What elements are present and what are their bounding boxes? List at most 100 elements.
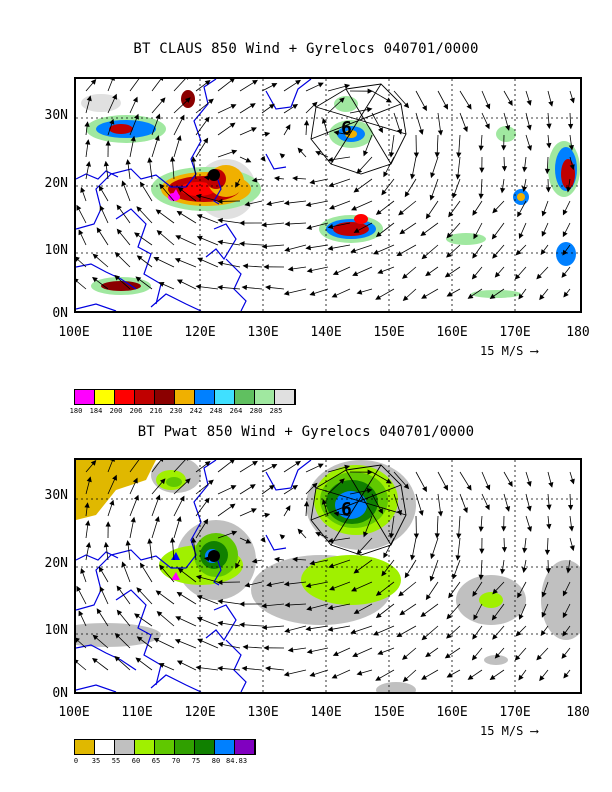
wind-vector-head <box>366 107 373 113</box>
wind-vector-head <box>515 630 522 637</box>
wind-vector-head <box>109 499 115 506</box>
wind-vector-head <box>92 276 98 283</box>
wind-vector-head <box>114 274 121 281</box>
wind-vector-head <box>421 293 428 299</box>
wind-vector-head <box>541 591 547 598</box>
wind-vector-head <box>279 153 286 159</box>
wind-vector-head <box>321 498 327 505</box>
wind-vector-head <box>545 568 551 574</box>
wind-vector-head <box>526 480 532 487</box>
wind-vector-head <box>217 217 223 224</box>
wind-vector <box>129 79 140 92</box>
wind-vector-head <box>505 506 511 512</box>
wind-vector-head <box>154 135 160 141</box>
panel1-map-svg: 6 <box>76 79 580 311</box>
wind-vector-head <box>333 130 340 136</box>
panel1-xlabel: 180 <box>566 325 590 340</box>
wind-vector-head <box>159 183 165 190</box>
wind-vector-head <box>331 292 338 298</box>
wind-vector-head <box>421 634 428 641</box>
wind-vector-head <box>446 252 452 258</box>
panel2-ylabel-10n: 10N <box>44 623 68 638</box>
wind-vector-head <box>134 494 139 501</box>
wind-vector-head <box>478 574 484 581</box>
wind-vector-head <box>241 284 248 291</box>
colorbar-swatch <box>135 390 155 404</box>
wind-vector-head <box>566 186 572 193</box>
wind-vector-head <box>261 243 268 249</box>
wind-vector-head <box>353 187 360 193</box>
wind-vector-head <box>245 157 252 163</box>
wind-vector-head <box>136 587 142 593</box>
wind-vector-head <box>448 211 454 218</box>
wind-vector-head <box>204 461 211 467</box>
colorbar-tick-label: 80 <box>211 757 221 765</box>
wind-vector-head <box>203 518 209 525</box>
wind-vector-head <box>425 270 432 277</box>
wind-vector-head <box>285 505 291 512</box>
wind-vector-head <box>522 547 528 554</box>
colorbar-swatch <box>235 390 255 404</box>
wind-vector-head <box>501 526 507 532</box>
wind-vector-head <box>169 537 176 543</box>
wind-vector-head <box>327 156 334 163</box>
wind-vector-head <box>402 676 409 682</box>
colorbar-tick-label: 285 <box>269 407 283 415</box>
wind-vector-head <box>396 128 403 135</box>
wind-vector-head <box>169 156 176 162</box>
wind-vector-head <box>112 93 117 100</box>
wind-vector-head <box>103 160 109 167</box>
panel1-ylabel-30n: 30N <box>44 108 68 123</box>
wind-vector-head <box>353 609 360 614</box>
wind-vector-head <box>456 152 462 158</box>
wind-vector-head <box>155 113 161 120</box>
wind-vector-head <box>284 627 291 633</box>
wind-vector-head <box>356 289 363 295</box>
colorbar-swatch <box>175 740 195 754</box>
wind-vector-head <box>153 638 160 643</box>
wind-vector-head <box>251 558 258 564</box>
wind-vector-head <box>265 665 271 672</box>
wind-vector-head <box>402 273 408 279</box>
wind-vector-head <box>471 654 478 661</box>
wind-vector-head <box>403 483 410 490</box>
wind-vector-head <box>544 549 551 556</box>
wind-vector-head <box>159 564 165 571</box>
panel2-typhoon-center <box>208 550 220 562</box>
wind-vector-head <box>383 552 389 559</box>
panel1-ylabel-10n: 10N <box>44 243 68 258</box>
wind-vector-head <box>197 638 204 644</box>
wind-vector-head <box>78 610 84 617</box>
wind-vector-head <box>305 626 312 632</box>
wind-vector-head <box>177 568 184 574</box>
wind-vector-head <box>295 79 301 86</box>
wind-vector-head <box>99 205 105 212</box>
colorbar-swatch <box>275 390 295 404</box>
wind-vector-head <box>177 187 184 193</box>
wind-vector-head <box>471 273 478 280</box>
wind-vector-head <box>203 137 209 144</box>
wind-vector-head <box>339 478 345 484</box>
wind-vector-head <box>283 200 290 206</box>
wind-vector-head <box>85 520 91 526</box>
wind-vector-head <box>350 248 357 254</box>
wind-vector-head <box>244 582 251 588</box>
colorbar-swatch <box>155 390 175 404</box>
wind-vector-head <box>174 638 181 644</box>
wind-vector-head <box>518 613 524 620</box>
wind-vector-head <box>317 82 324 88</box>
wind-vector-head <box>317 463 324 469</box>
wind-vector-head <box>452 573 458 580</box>
colorbar-swatch <box>95 740 115 754</box>
wind-vector-head <box>562 630 568 637</box>
wind-vector-head <box>378 127 383 134</box>
wind-vector-head <box>160 460 164 462</box>
wind-vector-head <box>500 568 506 575</box>
colorbar-tick-label: 55 <box>111 757 121 765</box>
wind-vector-head <box>204 116 210 123</box>
wind-vector-head <box>195 665 202 671</box>
wind-vector-head <box>507 481 513 487</box>
wind-vector-head <box>375 612 382 619</box>
wind-vector-head <box>383 171 389 178</box>
wind-vector-head <box>434 533 440 539</box>
